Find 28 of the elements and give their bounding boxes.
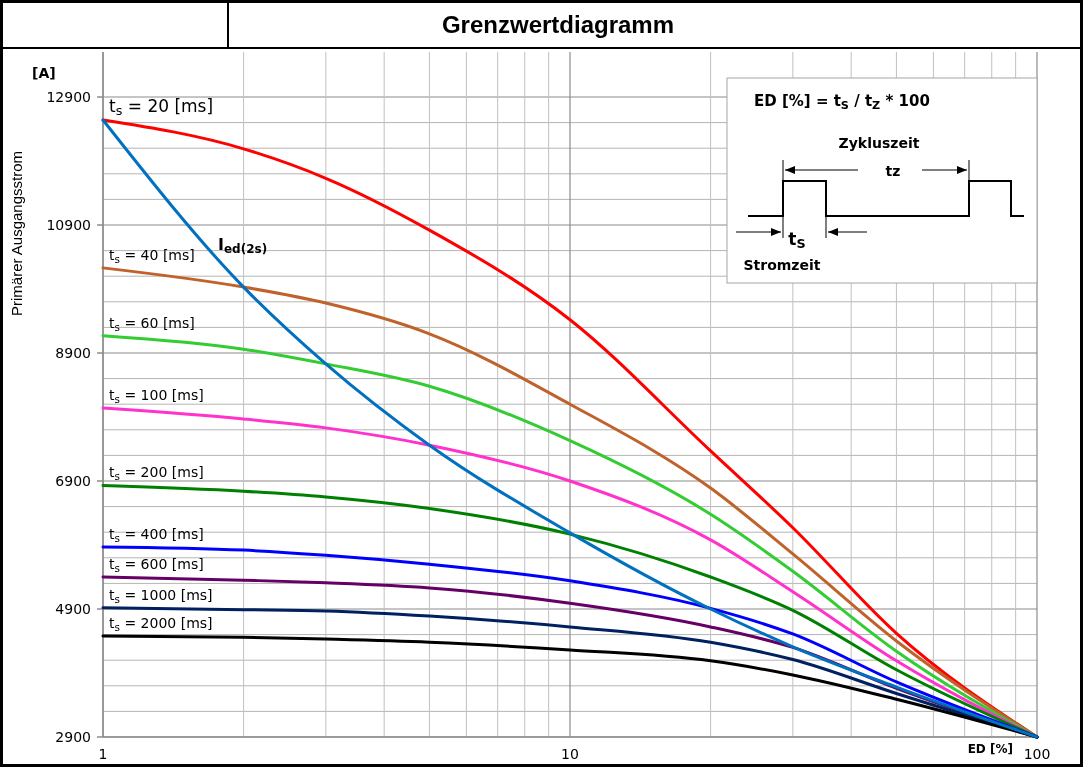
annotation: Stromzeit <box>743 257 821 273</box>
y-tick-label: 12900 <box>46 88 91 105</box>
annotation: Zykluszeit <box>838 135 920 151</box>
y-axis-title: Primärer Ausgangsstrom <box>8 150 25 317</box>
series-label: t$_{s}$ = 600 [ms] <box>109 556 204 574</box>
y-tick-label: 6900 <box>55 472 91 489</box>
y-tick-label: 8900 <box>55 344 91 361</box>
annotation: t$_{S}$ <box>788 229 806 252</box>
series-label: t$_{s}$ = 2000 [ms] <box>109 614 213 633</box>
x-axis-title: ED [%] <box>967 742 1013 756</box>
series-label: t$_{s}$ = 20 [ms] <box>109 96 214 119</box>
series-label: t$_{s}$ = 400 [ms] <box>109 525 204 544</box>
x-tick-label: 10 <box>561 746 579 762</box>
series-label: t$_{s}$ = 40 [ms] <box>109 246 195 265</box>
y-tick-label: 10900 <box>46 216 91 233</box>
y-tick-label: 2900 <box>55 728 91 745</box>
text: [A] <box>32 65 56 81</box>
series-label: t$_{s}$ = 60 [ms] <box>109 314 195 333</box>
series-label: t$_{s}$ = 1000 [ms] <box>109 586 213 605</box>
series-label: t$_{s}$ = 100 [ms] <box>109 387 204 405</box>
annotation: tz <box>885 163 901 179</box>
chart-title: Grenzwertdiagramm <box>441 11 675 38</box>
x-tick-label: 100 <box>1023 746 1051 762</box>
series-label: t$_{s}$ = 200 [ms] <box>109 464 204 483</box>
annotation: I$_{ed(2s)}$ <box>218 235 268 256</box>
annotation: ED [%] = t$_{S}$ / t$_{Z}$ * 100 <box>754 92 930 112</box>
x-tick-label: 1 <box>98 746 108 762</box>
y-tick-label: 4900 <box>55 600 91 617</box>
